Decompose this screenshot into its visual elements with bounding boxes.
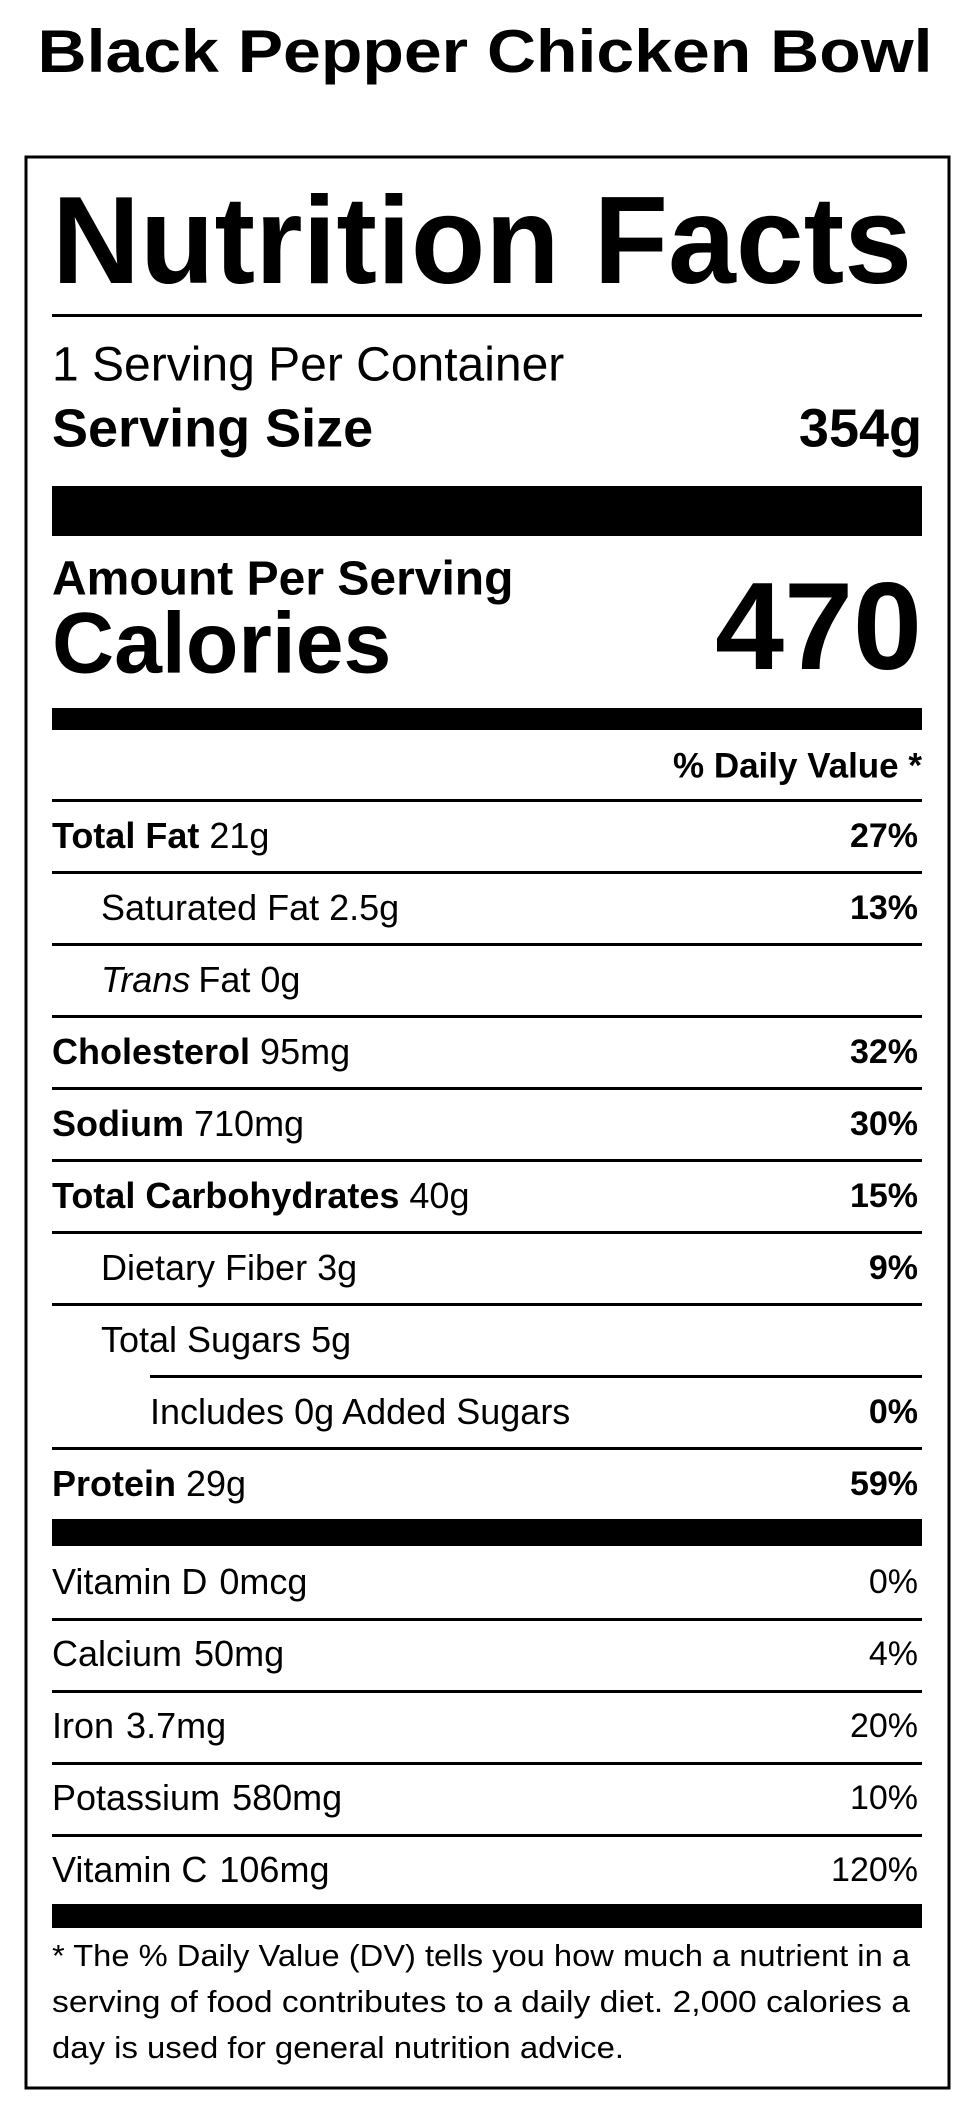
- vitamin-amount: 106mg: [219, 1849, 329, 1890]
- nutrient-label: Total Sugars: [101, 1319, 301, 1360]
- vitamin-dv: 20%: [850, 1707, 918, 1745]
- nutrient-name: Saturated Fat 2.5g: [101, 887, 399, 928]
- nutrient-label: Sodium: [52, 1103, 184, 1144]
- calories: 470: [715, 558, 922, 696]
- nutrient-label: Fat: [198, 959, 250, 1000]
- serving-size-label: Serving Size: [52, 398, 373, 458]
- nutrient-dv: 15%: [850, 1177, 918, 1215]
- vitamin-name: Iron 3.7mg: [52, 1705, 226, 1746]
- nutrient-amount: 29g: [186, 1463, 246, 1504]
- nutrient-amount: 710mg: [194, 1103, 304, 1144]
- rule: [150, 1375, 922, 1378]
- vitamin-label: Vitamin D: [52, 1561, 207, 1602]
- nutrient-dv: 32%: [850, 1033, 918, 1071]
- calories-label: Calories: [52, 596, 391, 692]
- title: Black Pepper Chicken Bowl: [38, 18, 933, 85]
- rule: [52, 1087, 922, 1090]
- nutrient-label: Includes 0g Added Sugars: [150, 1391, 570, 1432]
- rule: [52, 1690, 922, 1693]
- nutrient-dv: 30%: [850, 1105, 918, 1143]
- amount-per-serving: Amount Per Serving: [52, 553, 513, 606]
- nutrient-amount: 5g: [311, 1319, 351, 1360]
- vitamin-dv: 10%: [850, 1779, 918, 1817]
- rule: [52, 1904, 922, 1928]
- rule: [52, 1231, 922, 1234]
- daily-value-header: % Daily Value *: [673, 746, 922, 785]
- vitamin-amount: 0mcg: [219, 1561, 307, 1602]
- rule: [52, 1303, 922, 1306]
- nutrient-label: Protein: [52, 1463, 176, 1504]
- nutrient-label: Total Fat: [52, 815, 199, 856]
- nutrient-name: Total Fat 21g: [52, 815, 269, 856]
- vitamin-amount: 3.7mg: [126, 1705, 226, 1746]
- rule: [52, 1447, 922, 1450]
- vitamin-amount: 580mg: [232, 1777, 342, 1818]
- rule: [52, 1618, 922, 1621]
- nutrient-label: Dietary Fiber: [101, 1247, 307, 1288]
- nutrient-name: Cholesterol 95mg: [52, 1031, 350, 1072]
- nutrient-label: Total Carbohydrates: [52, 1175, 399, 1216]
- vitamin-dv: 4%: [869, 1635, 918, 1673]
- vitamin-dv: 120%: [831, 1851, 918, 1889]
- label-border: [24, 155, 951, 2090]
- nutrient-label: Saturated Fat: [101, 887, 319, 928]
- rule: [52, 314, 922, 317]
- vitamin-label: Vitamin C: [52, 1849, 207, 1890]
- nutrient-name: Protein 29g: [52, 1463, 246, 1504]
- nutrient-amount: 21g: [209, 815, 269, 856]
- footnote-line: * The % Daily Value (DV) tells you how m…: [52, 1938, 911, 1973]
- nutrient-name: Trans Fat 0g: [101, 959, 300, 1000]
- rule: [52, 1834, 922, 1837]
- nutrient-name: Includes 0g Added Sugars: [150, 1391, 570, 1432]
- rule: [52, 708, 922, 730]
- vitamin-label: Calcium: [52, 1633, 182, 1674]
- nutrient-dv: 0%: [869, 1393, 918, 1431]
- nutrient-prefix: Trans: [101, 959, 190, 1000]
- nutrient-dv: 9%: [869, 1249, 918, 1287]
- rule: [52, 1015, 922, 1018]
- rule: [52, 1159, 922, 1162]
- rule: [52, 1519, 922, 1546]
- serving-size: 354g: [799, 398, 922, 458]
- rule: [52, 1762, 922, 1765]
- vitamin-name: Calcium 50mg: [52, 1633, 284, 1674]
- nutrient-name: Dietary Fiber 3g: [101, 1247, 357, 1288]
- vitamin-label: Potassium: [52, 1777, 220, 1818]
- vitamin-name: Vitamin D 0mcg: [52, 1561, 307, 1602]
- vitamin-name: Potassium 580mg: [52, 1777, 342, 1818]
- label-heading: Nutrition Facts: [52, 172, 912, 310]
- vitamin-dv: 0%: [869, 1563, 918, 1601]
- nutrient-dv: 59%: [850, 1465, 918, 1503]
- nutrient-name: Total Carbohydrates 40g: [52, 1175, 469, 1216]
- footnote-line: day is used for general nutrition advice…: [52, 2030, 624, 2065]
- nutrient-amount: 3g: [317, 1247, 357, 1288]
- vitamin-amount: 50mg: [194, 1633, 284, 1674]
- nutrient-label: Cholesterol: [52, 1031, 250, 1072]
- nutrient-amount: 40g: [409, 1175, 469, 1216]
- nutrient-amount: 2.5g: [329, 887, 399, 928]
- servings: 1 Serving Per Container: [52, 339, 564, 392]
- rule: [52, 943, 922, 946]
- nutrient-name: Sodium 710mg: [52, 1103, 304, 1144]
- nutrient-dv: 27%: [850, 817, 918, 855]
- vitamin-name: Vitamin C 106mg: [52, 1849, 329, 1890]
- rule: [52, 486, 922, 536]
- rule: [52, 799, 922, 802]
- nutrient-name: Total Sugars 5g: [101, 1319, 351, 1360]
- footnote-line: serving of food contributes to a daily d…: [52, 1984, 911, 2019]
- rule: [52, 871, 922, 874]
- nutrient-amount: 0g: [260, 959, 300, 1000]
- vitamin-label: Iron: [52, 1705, 114, 1746]
- nutrient-amount: 95mg: [260, 1031, 350, 1072]
- nutrient-dv: 13%: [850, 889, 918, 927]
